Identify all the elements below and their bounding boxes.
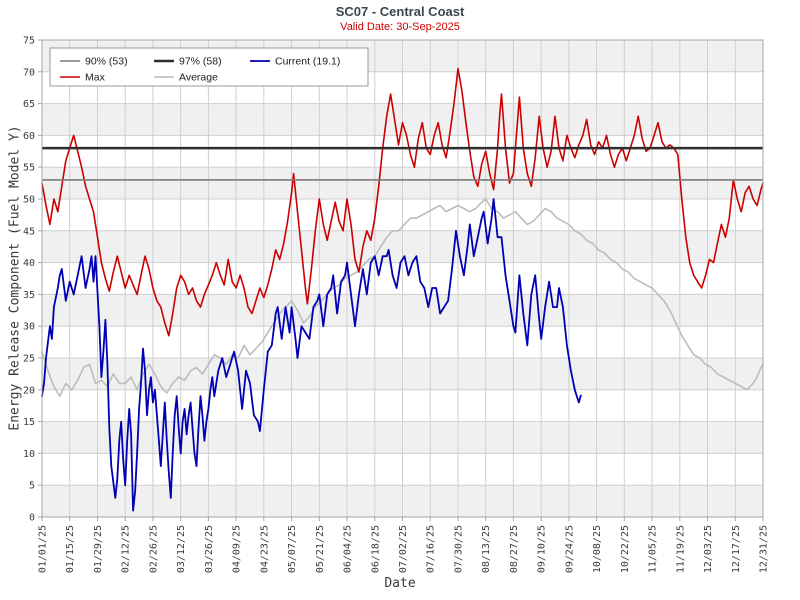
legend-item-label: Average — [179, 72, 218, 84]
legend-item-label: 97% (58) — [179, 56, 222, 68]
chart-title: SC07 - Central Coast — [335, 4, 465, 19]
x-axis-ticks: 01/01/25 01/15/25 01/29/25 02/12/25 02/26/25… — [38, 517, 770, 573]
svg-text:35: 35 — [23, 290, 35, 301]
svg-text:60: 60 — [23, 131, 35, 142]
y-axis-ticks: 0 5 10 15 20 25 30 35 40 45 50 55 60 65 70 75 — [23, 36, 42, 524]
svg-text:08/13/25: 08/13/25 — [481, 525, 492, 573]
chart-subtitle: Valid Date: 30-Sep-2025 — [340, 21, 460, 33]
svg-text:01/01/25: 01/01/25 — [38, 525, 49, 573]
legend: 90% (53) 97% (58) Current (19.1) Max Average — [49, 47, 369, 87]
y-axis-label: Energy Release Component (Fuel Model Y) — [7, 125, 23, 431]
svg-text:05/07/25: 05/07/25 — [287, 525, 298, 573]
svg-text:65: 65 — [23, 99, 35, 110]
svg-text:55: 55 — [23, 163, 35, 174]
series-current-19-1 — [41, 198, 582, 512]
svg-text:08/27/25: 08/27/25 — [509, 525, 520, 573]
svg-text:15: 15 — [23, 417, 35, 428]
legend-item-label: Max — [85, 72, 106, 84]
svg-text:12/03/25: 12/03/25 — [703, 525, 714, 573]
svg-text:03/26/25: 03/26/25 — [204, 525, 215, 573]
svg-text:02/26/25: 02/26/25 — [148, 525, 159, 573]
svg-text:11/05/25: 11/05/25 — [648, 525, 659, 573]
svg-text:12/31/25: 12/31/25 — [759, 525, 770, 573]
svg-text:75: 75 — [23, 36, 35, 47]
svg-text:45: 45 — [23, 226, 35, 237]
svg-text:10/08/25: 10/08/25 — [592, 525, 603, 573]
svg-text:10/22/25: 10/22/25 — [620, 525, 631, 573]
svg-text:01/15/25: 01/15/25 — [65, 525, 76, 573]
x-axis-label: Date — [384, 576, 416, 591]
svg-text:04/09/25: 04/09/25 — [232, 525, 243, 573]
svg-text:05/21/25: 05/21/25 — [315, 525, 326, 573]
svg-text:40: 40 — [23, 258, 35, 269]
svg-text:70: 70 — [23, 67, 35, 78]
svg-text:03/12/25: 03/12/25 — [176, 525, 187, 573]
svg-text:07/02/25: 07/02/25 — [398, 525, 409, 573]
svg-text:0: 0 — [29, 513, 35, 524]
legend-item-label: 90% (53) — [85, 56, 128, 68]
svg-text:09/10/25: 09/10/25 — [537, 525, 548, 573]
legend-item-label: Current (19.1) — [275, 56, 340, 68]
svg-text:06/18/25: 06/18/25 — [370, 525, 381, 573]
svg-text:04/23/25: 04/23/25 — [259, 525, 270, 573]
legend-box — [49, 47, 369, 87]
svg-text:25: 25 — [23, 354, 35, 365]
svg-text:5: 5 — [29, 481, 35, 492]
svg-text:07/16/25: 07/16/25 — [426, 525, 437, 573]
svg-text:09/24/25: 09/24/25 — [564, 525, 575, 573]
svg-text:02/12/25: 02/12/25 — [121, 525, 132, 573]
svg-text:50: 50 — [23, 195, 35, 206]
svg-text:07/30/25: 07/30/25 — [454, 525, 465, 573]
series-max — [41, 67, 764, 337]
svg-text:12/17/25: 12/17/25 — [731, 525, 742, 573]
svg-text:20: 20 — [23, 385, 35, 396]
svg-text:30: 30 — [23, 322, 35, 333]
svg-text:01/29/25: 01/29/25 — [93, 525, 104, 573]
svg-text:11/19/25: 11/19/25 — [675, 525, 686, 573]
svg-text:06/04/25: 06/04/25 — [343, 525, 354, 573]
svg-text:10: 10 — [23, 449, 35, 460]
series-average — [41, 198, 764, 398]
